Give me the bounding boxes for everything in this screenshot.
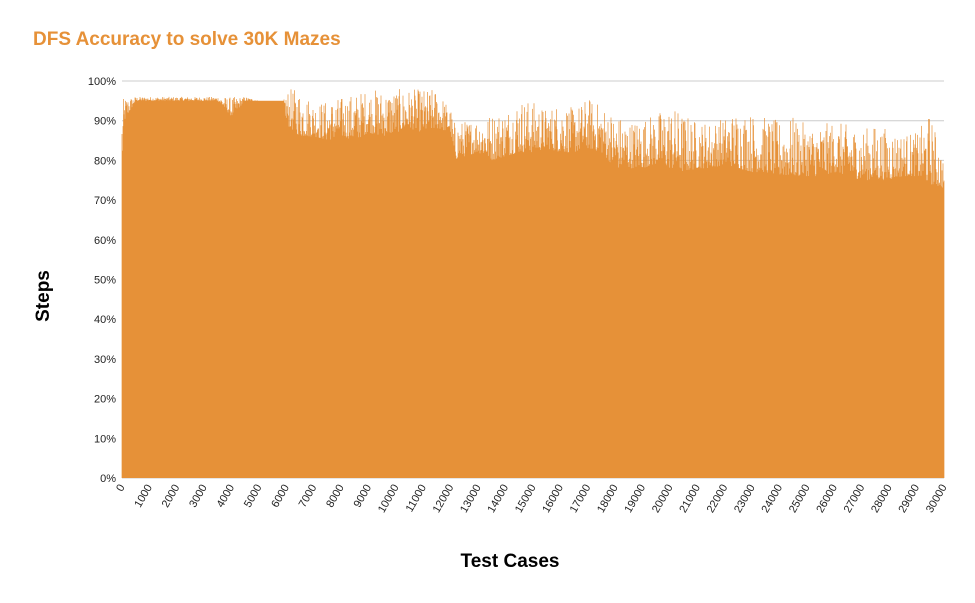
x-tick-label: 8000 xyxy=(324,483,347,510)
x-tick-label: 14000 xyxy=(486,482,512,514)
x-tick-label: 6000 xyxy=(269,483,292,510)
y-tick-label: 80% xyxy=(94,155,116,167)
x-tick-label: 21000 xyxy=(677,483,703,515)
x-tick-label: 16000 xyxy=(540,483,566,515)
x-tick-label: 22000 xyxy=(705,483,731,515)
y-tick-label: 0% xyxy=(100,473,116,485)
y-axis-title: Steps xyxy=(33,270,54,322)
x-tick-label: 7000 xyxy=(297,483,320,510)
x-tick-label: 12000 xyxy=(431,483,457,515)
x-tick-label: 26000 xyxy=(814,483,840,515)
y-tick-label: 40% xyxy=(94,314,116,326)
y-tick-label: 60% xyxy=(94,235,116,247)
x-tick-label: 18000 xyxy=(595,483,621,515)
y-tick-label: 10% xyxy=(94,433,116,445)
x-tick-label: 1000 xyxy=(132,483,155,510)
y-tick-label: 70% xyxy=(94,195,116,207)
data-area xyxy=(121,89,945,478)
x-tick-label: 20000 xyxy=(650,483,676,515)
x-tick-label: 0 xyxy=(114,483,127,494)
x-tick-label: 10000 xyxy=(376,483,402,515)
x-axis-ticks: 0 1000 2000 3000 4000 5000 6000 7000 8000 9000 100… xyxy=(114,482,949,514)
x-tick-label: 3000 xyxy=(187,483,210,510)
x-tick-label: 19000 xyxy=(623,483,649,515)
y-tick-label: 50% xyxy=(94,275,116,287)
x-tick-label: 17000 xyxy=(568,483,594,515)
x-tick-label: 5000 xyxy=(242,483,265,510)
x-tick-label: 27000 xyxy=(842,483,868,515)
y-axis-ticks: 0% 10% 20% 30% 40% 50% 60% 70% 80% 90% 100% xyxy=(88,76,116,485)
y-tick-label: 20% xyxy=(94,394,116,406)
series-spikes xyxy=(121,89,945,478)
x-tick-label: 4000 xyxy=(215,483,238,510)
x-tick-label: 23000 xyxy=(732,483,758,515)
x-tick-label: 25000 xyxy=(787,483,813,515)
x-tick-label: 11000 xyxy=(404,483,429,515)
x-tick-label: 24000 xyxy=(760,483,786,515)
y-tick-label: 30% xyxy=(94,354,116,366)
x-tick-label: 13000 xyxy=(458,483,484,515)
x-tick-label: 28000 xyxy=(869,483,895,515)
x-tick-label: 30000 xyxy=(924,483,950,515)
x-tick-label: 2000 xyxy=(160,483,183,510)
x-tick-label: 29000 xyxy=(897,483,923,515)
x-axis-title: Test Cases xyxy=(461,551,560,572)
x-tick-label: 15000 xyxy=(513,483,539,515)
y-tick-label: 100% xyxy=(88,76,116,88)
chart-title: DFS Accuracy to solve 30K Mazes xyxy=(33,29,341,50)
x-tick-label: 9000 xyxy=(352,483,375,510)
y-tick-label: 90% xyxy=(94,116,116,128)
